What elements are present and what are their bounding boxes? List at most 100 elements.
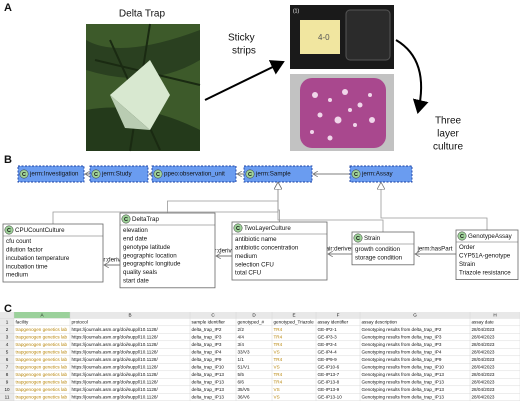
cell: trapgenogen genetics lab: [16, 357, 68, 362]
class-attribute: selection CFU: [235, 261, 274, 268]
class-attribute: geographic location: [123, 252, 177, 259]
relation-label: jerm:hasPart: [416, 246, 452, 253]
row-number: 6: [6, 357, 9, 362]
row-number: 4: [6, 342, 9, 347]
ontology-node: [17, 165, 85, 183]
cell: https://journals.asm.org/doi/suppl/10.11…: [72, 357, 159, 362]
column-header: protocol: [72, 319, 88, 324]
column-letter: F: [337, 312, 340, 317]
class-attribute: CYP51A-genotype: [459, 253, 511, 260]
cell: delta_trap_IP13: [192, 387, 225, 392]
cell: delta_trap_IP13: [192, 394, 225, 399]
cell: delta_trap_IP13: [192, 379, 225, 384]
class-icon: [121, 214, 131, 224]
column-letter: G: [413, 312, 417, 317]
row-number: 10: [4, 387, 10, 392]
cell: 3/4: [238, 342, 245, 347]
arrow-label: strips: [232, 46, 256, 57]
cell: GE-IP13-10: [318, 394, 343, 399]
cell: https://journals.asm.org/doi/suppl/10.11…: [72, 349, 159, 354]
cell: GE-IP9-9: [318, 357, 338, 362]
cell: GE-IP13-8: [318, 379, 340, 384]
column-header: facility: [16, 319, 29, 324]
row-number: 3: [6, 334, 9, 339]
class-attribute: incubation time: [6, 263, 48, 270]
column-header: genotyped_Triazole: [274, 319, 315, 324]
cell: https://journals.asm.org/doi/suppl/10.11…: [72, 364, 159, 369]
cell: https://journals.asm.org/doi/suppl/10.11…: [72, 372, 159, 377]
class-icon-letter: C: [7, 228, 11, 234]
result-label: Three: [435, 116, 462, 127]
cell: https://journals.asm.org/doi/suppl/10.11…: [72, 394, 159, 399]
column-header-bar: [0, 312, 520, 319]
class-icon: [457, 231, 467, 241]
cell: TR4: [274, 357, 283, 362]
trap-photo: [86, 23, 201, 152]
cell: 4/4: [238, 334, 245, 339]
cell: GE-IP4-4: [318, 349, 338, 354]
cell: 28/04/2023: [472, 364, 495, 369]
cell: https://journals.asm.org/doi/suppl/10.11…: [72, 379, 159, 384]
inheritance: [381, 183, 488, 230]
cell: 5/5: [238, 372, 245, 377]
class-icon: [19, 169, 29, 179]
class-name: Strain: [364, 235, 381, 242]
ontology-node: [349, 165, 413, 183]
class-attribute: incubation temperature: [6, 255, 70, 262]
class-attribute: antibiotic name: [235, 236, 277, 243]
node-label: jerm:Sample: [255, 171, 291, 178]
class-name: TwoLayerCulture: [244, 225, 291, 232]
row-number: 7: [6, 364, 9, 369]
cell: GE-IP3-4: [318, 342, 338, 347]
cell: 35/V5: [238, 387, 250, 392]
class-attribute: start date: [123, 278, 149, 285]
cell: VS: [274, 394, 280, 399]
cell: 28/04/2023: [472, 372, 495, 377]
node-label: jerm:Investigation: [29, 171, 79, 178]
cell: trapgenogen genetics lab: [16, 394, 68, 399]
class-icon: [245, 169, 255, 179]
photo-note: 4-0: [318, 33, 330, 42]
panel-label: A: [4, 2, 12, 14]
column-letter: D: [252, 312, 256, 317]
class-attribute: storage condition: [355, 255, 403, 262]
cell: trapgenogen genetics lab: [16, 342, 68, 347]
class-icon-letter: C: [22, 172, 26, 178]
cell: trapgenogen genetics lab: [16, 327, 68, 332]
relation-label: fair:derives: [208, 248, 238, 255]
cell: Genotyping results from delta_trap_IP2: [362, 327, 442, 332]
cell: Genotyping results from delta_trap_IP9: [362, 357, 442, 362]
cell: Genotyping results from delta_trap_IP13: [362, 394, 445, 399]
cell: 28/04/2023: [472, 379, 495, 384]
spreadsheet: A B C D E F G H 1 facility protocol sample identifi…: [0, 312, 520, 401]
cell: 28/04/2023: [472, 327, 495, 332]
class-icon-letter: C: [236, 226, 240, 232]
node-label: jerm:Assay: [361, 171, 394, 178]
cell: delta_trap_IP3: [192, 342, 222, 347]
arrow-label: Sticky: [228, 33, 255, 44]
cell: https://journals.asm.org/doi/suppl/10.11…: [72, 387, 159, 392]
cell: 28/04/2023: [472, 387, 495, 392]
class-name: CPUCountCulture: [15, 227, 65, 234]
cell: Genotyping results from delta_trap_IP4: [362, 349, 442, 354]
cell: 33/V3: [238, 349, 250, 354]
column-header: assay description: [362, 319, 398, 324]
row-number: 11: [5, 394, 10, 399]
cell: GE-IP10-6: [318, 364, 340, 369]
panel-label: B: [4, 154, 12, 166]
photo-title: Delta Trap: [119, 9, 166, 20]
class-icon-letter: C: [354, 172, 358, 178]
row-number: 2: [6, 327, 9, 332]
ontology-node: [243, 165, 313, 183]
cell: Genotyping results from delta_trap_IP3: [362, 334, 442, 339]
class-name: DeltaTrap: [132, 216, 159, 223]
relation-label: fair:derives: [97, 257, 127, 264]
photo-tag: (1): [293, 8, 299, 14]
cell: trapgenogen genetics lab: [16, 364, 68, 369]
class-icon: [91, 169, 101, 179]
cell: delta_trap_IP2: [192, 327, 222, 332]
class-icon-letter: C: [94, 172, 98, 178]
cell: 28/04/2023: [472, 357, 495, 362]
cell: VS: [274, 349, 280, 354]
